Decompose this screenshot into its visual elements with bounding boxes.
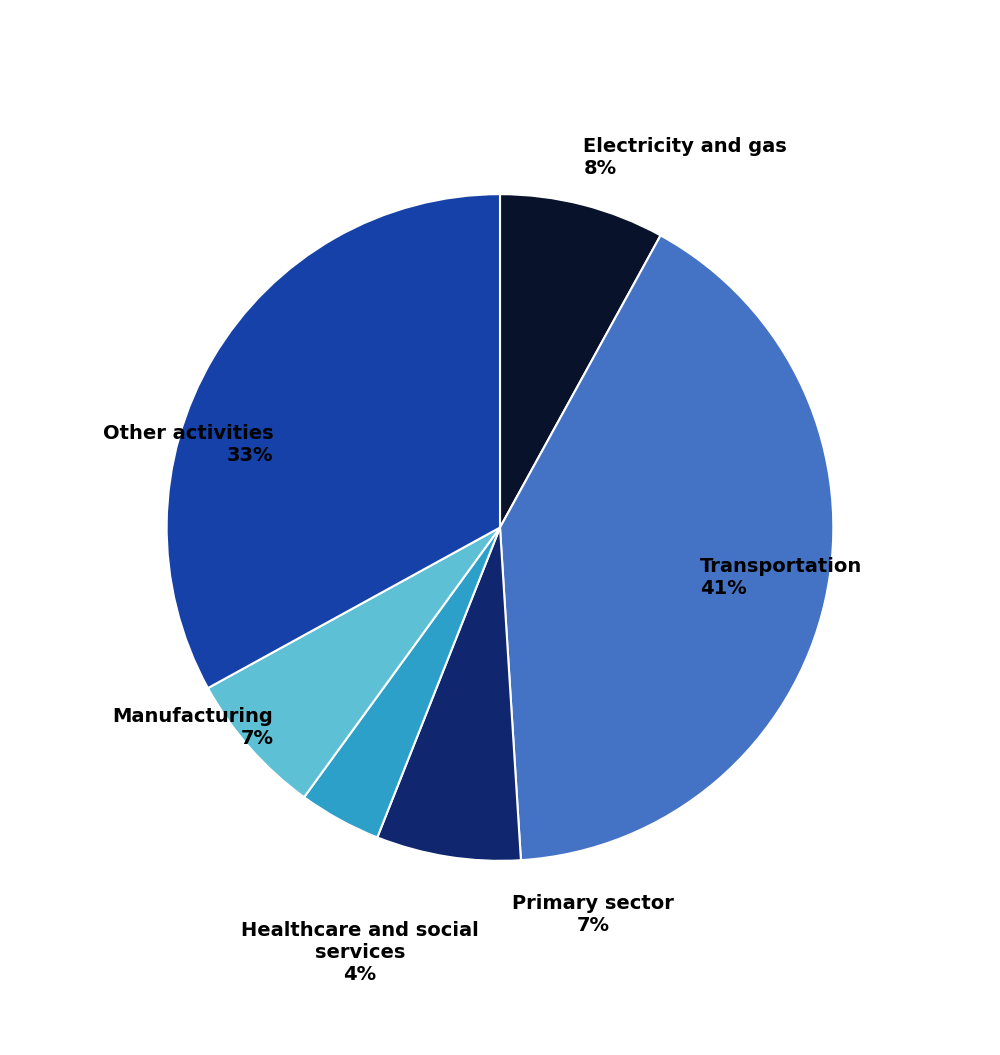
Text: Manufacturing
7%: Manufacturing 7%: [113, 707, 273, 748]
Wedge shape: [304, 528, 500, 838]
Text: Healthcare and social
services
4%: Healthcare and social services 4%: [241, 921, 479, 984]
Text: Electricity and gas
8%: Electricity and gas 8%: [583, 136, 787, 177]
Text: Primary sector
7%: Primary sector 7%: [512, 895, 674, 935]
Wedge shape: [500, 194, 661, 528]
Text: Other activities
33%: Other activities 33%: [103, 424, 273, 464]
Wedge shape: [167, 194, 500, 688]
Text: Transportation
41%: Transportation 41%: [700, 557, 862, 598]
Wedge shape: [377, 528, 521, 861]
Wedge shape: [208, 528, 500, 798]
Wedge shape: [500, 235, 833, 860]
